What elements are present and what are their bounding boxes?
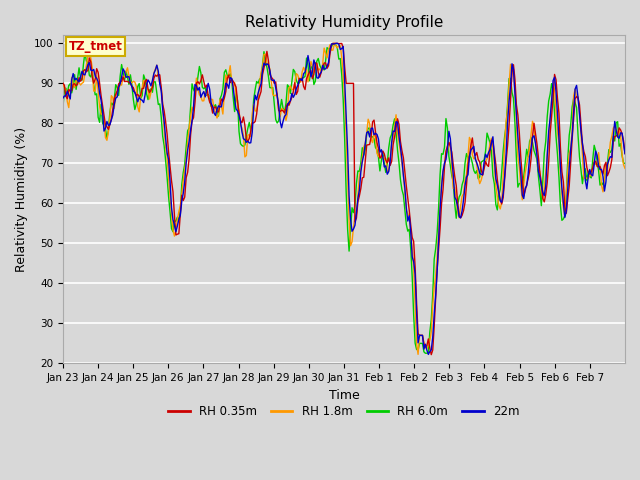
Y-axis label: Relativity Humidity (%): Relativity Humidity (%) [15,127,28,272]
X-axis label: Time: Time [328,389,359,402]
Legend: RH 0.35m, RH 1.8m, RH 6.0m, 22m: RH 0.35m, RH 1.8m, RH 6.0m, 22m [164,401,524,423]
Text: TZ_tmet: TZ_tmet [68,40,122,53]
Title: Relativity Humidity Profile: Relativity Humidity Profile [244,15,443,30]
